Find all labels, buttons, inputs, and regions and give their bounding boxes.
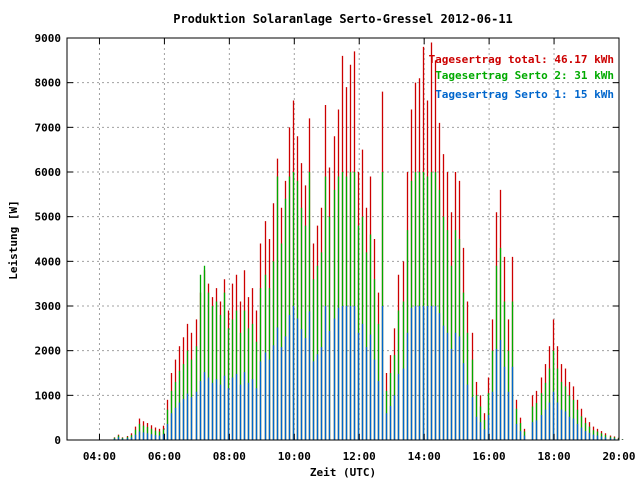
- x-tick-label: 18:00: [537, 450, 570, 463]
- chart-title: Produktion Solaranlage Serto-Gressel 201…: [173, 12, 513, 26]
- y-tick-label: 6000: [35, 166, 62, 179]
- y-tick-label: 7000: [35, 121, 62, 134]
- legend: Tagesertrag total: 46.17 kWh Tagesertrag…: [429, 53, 614, 101]
- y-tick-label: 8000: [35, 77, 62, 90]
- x-tick-label: 10:00: [278, 450, 311, 463]
- y-tick-label: 1000: [35, 389, 62, 402]
- y-tick-label: 3000: [35, 300, 62, 313]
- plot-frame: [66, 37, 620, 441]
- y-axis-label: Leistung [W]: [7, 200, 20, 279]
- legend-item-serto-2: Tagesertrag Serto 2: 31 kWh: [435, 69, 614, 82]
- x-tick-label: 16:00: [473, 450, 506, 463]
- y-tick-label: 5000: [35, 211, 62, 224]
- x-tick-label: 20:00: [602, 450, 635, 463]
- x-tick-label: 14:00: [408, 450, 441, 463]
- y-tick-label: 2000: [35, 345, 62, 358]
- axes: 0 1000 2000 3000 4000 5000 6000 7000 8000 9000 04:…: [35, 32, 636, 463]
- x-tick-label: 12:00: [343, 450, 376, 463]
- y-tick-label: 0: [54, 434, 61, 447]
- bar-series: [113, 42, 624, 440]
- x-tick-label: 04:00: [83, 450, 116, 463]
- x-axis-label: Zeit (UTC): [310, 466, 376, 479]
- legend-item-total: Tagesertrag total: 46.17 kWh: [429, 53, 614, 66]
- x-tick-label: 08:00: [213, 450, 246, 463]
- y-tick-label: 9000: [35, 32, 62, 45]
- legend-item-serto-1: Tagesertrag Serto 1: 15 kWh: [435, 88, 614, 101]
- x-tick-label: 06:00: [148, 450, 181, 463]
- series-1: [113, 42, 624, 440]
- series-3: [113, 306, 624, 440]
- y-tick-label: 4000: [35, 255, 62, 268]
